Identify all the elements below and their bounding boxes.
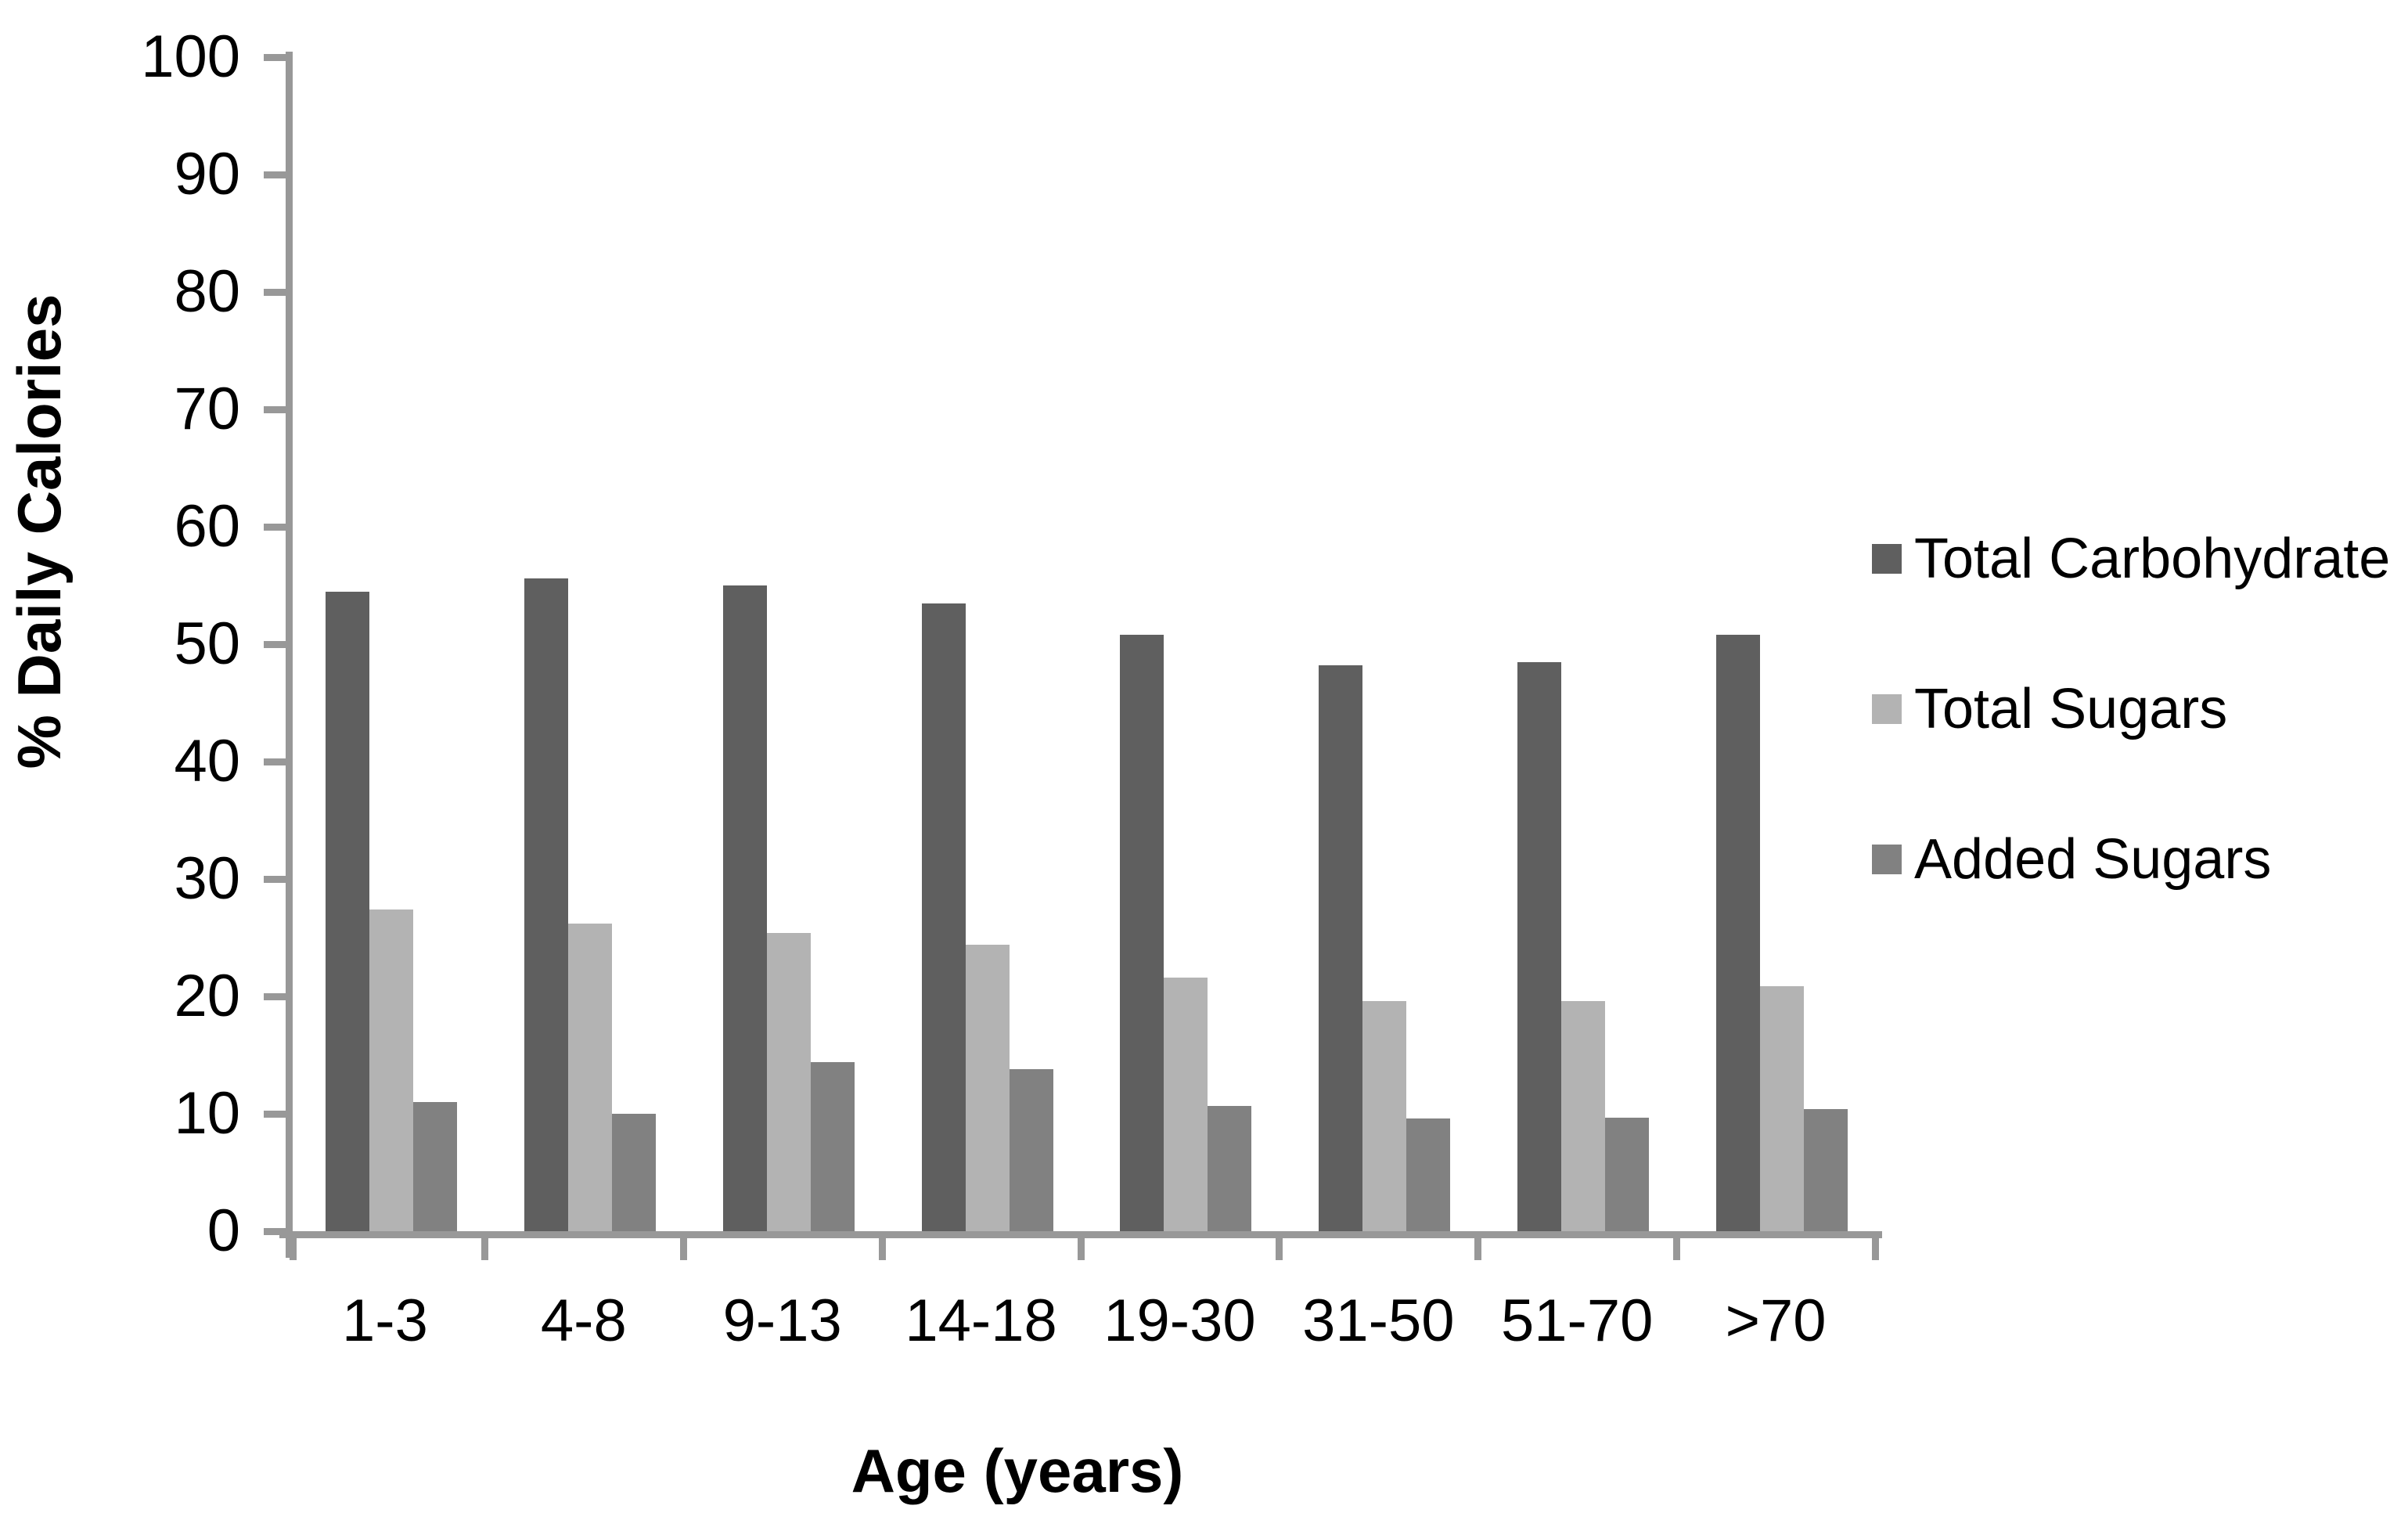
x-tick-label: >70	[1725, 1288, 1827, 1354]
legend-swatch-added-sugars	[1872, 845, 1902, 874]
bar-added-sugars	[1009, 1069, 1053, 1231]
bar-total-carbohydrate	[1319, 665, 1363, 1231]
y-tick-label: 50	[174, 611, 240, 677]
y-tick-mark	[264, 641, 286, 648]
x-tick-label: 51-70	[1500, 1288, 1654, 1354]
x-tick-label: 31-50	[1302, 1288, 1455, 1354]
y-tick-mark	[264, 876, 286, 883]
x-tick-mark	[1077, 1238, 1085, 1260]
x-tick-label: 9-13	[722, 1288, 842, 1354]
legend-label: Added Sugars	[1914, 828, 2272, 891]
bar-total-carbohydrate	[325, 591, 369, 1231]
x-axis-line	[279, 1231, 1882, 1238]
y-tick-label: 0	[207, 1198, 240, 1264]
y-tick-mark	[264, 1228, 286, 1235]
bar-total-sugars	[1760, 985, 1805, 1231]
legend-item: Total Sugars	[1872, 681, 2227, 737]
y-tick-label: 10	[174, 1080, 240, 1147]
y-tick-mark	[264, 1111, 286, 1118]
legend-swatch-total-sugars	[1872, 694, 1902, 724]
x-tick-mark	[1474, 1238, 1482, 1260]
y-tick-mark	[264, 758, 286, 765]
legend-label: Total Carbohydrate	[1914, 528, 2391, 590]
bar-added-sugars	[1406, 1118, 1451, 1231]
legend-item: Total Carbohydrate	[1872, 531, 2390, 587]
bar-added-sugars	[1208, 1105, 1252, 1231]
x-tick-mark	[679, 1238, 687, 1260]
legend-swatch-total-carbohydrate	[1872, 544, 1902, 574]
y-tick-label: 100	[141, 23, 240, 90]
y-tick-mark	[264, 54, 286, 61]
x-tick-label: 4-8	[540, 1288, 627, 1354]
x-axis-title: Age (years)	[851, 1436, 1184, 1505]
legend-label: Total Sugars	[1914, 678, 2228, 740]
bar-added-sugars	[611, 1114, 656, 1231]
bar-added-sugars	[412, 1102, 457, 1231]
y-tick-mark	[264, 993, 286, 1000]
y-tick-mark	[264, 289, 286, 296]
bar-added-sugars	[1804, 1109, 1848, 1231]
x-tick-label: 14-18	[905, 1288, 1057, 1354]
bar-total-carbohydrate	[524, 578, 568, 1231]
bar-added-sugars	[810, 1062, 855, 1231]
y-tick-label: 90	[174, 141, 240, 207]
bar-total-carbohydrate	[1716, 635, 1761, 1231]
y-tick-mark	[264, 524, 286, 531]
x-tick-label: 19-30	[1103, 1288, 1256, 1354]
legend-item: Added Sugars	[1872, 831, 2271, 888]
bar-total-sugars	[369, 909, 413, 1231]
y-tick-label: 20	[174, 963, 240, 1029]
x-tick-mark	[1872, 1238, 1879, 1260]
bar-total-carbohydrate	[921, 603, 966, 1231]
bar-total-carbohydrate	[722, 585, 767, 1231]
y-tick-label: 60	[174, 493, 240, 560]
bar-total-sugars	[1362, 1001, 1407, 1231]
y-tick-label: 70	[174, 376, 240, 442]
bar-total-sugars	[965, 945, 1010, 1231]
x-tick-label: 1-3	[342, 1288, 428, 1354]
y-tick-mark	[264, 406, 286, 413]
x-tick-mark	[878, 1238, 886, 1260]
y-tick-label: 80	[174, 258, 240, 325]
bar-total-carbohydrate	[1517, 661, 1562, 1231]
bar-total-sugars	[567, 924, 612, 1231]
x-tick-mark	[1673, 1238, 1681, 1260]
x-tick-mark	[1276, 1238, 1283, 1260]
bar-total-sugars	[766, 933, 811, 1231]
y-tick-mark	[264, 171, 286, 178]
y-axis-line	[286, 52, 293, 1258]
y-tick-label: 40	[174, 728, 240, 794]
bar-total-carbohydrate	[1120, 635, 1164, 1231]
bar-total-sugars	[1164, 978, 1208, 1231]
x-tick-mark	[290, 1238, 297, 1260]
bar-added-sugars	[1605, 1117, 1650, 1231]
bar-total-sugars	[1561, 1001, 1606, 1231]
y-tick-label: 30	[174, 845, 240, 912]
x-tick-mark	[481, 1238, 488, 1260]
